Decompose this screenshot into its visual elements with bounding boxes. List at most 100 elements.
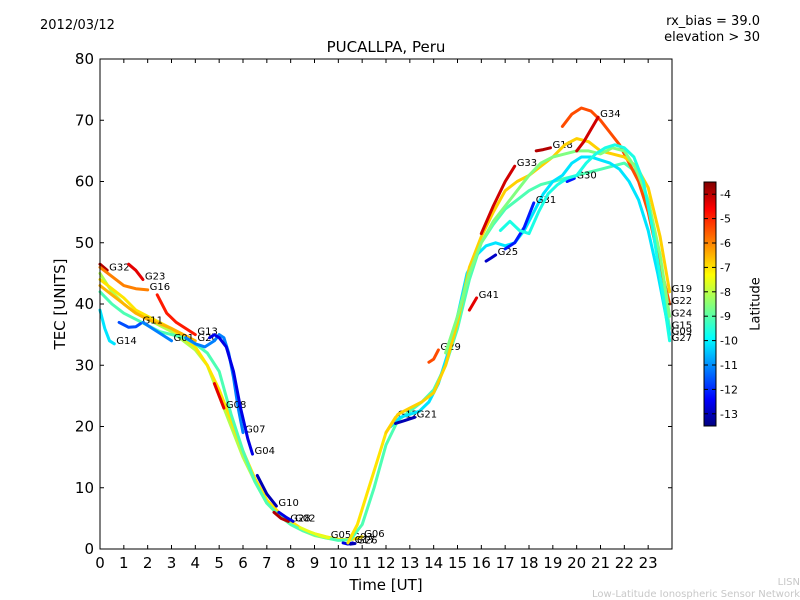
y-tick-label: 50 [75,234,94,252]
series-label-G05: G05 [331,530,351,541]
series-label-G01: G01 [174,333,194,344]
x-tick-label: 7 [262,554,272,572]
series-line-G16 [98,265,150,292]
colorbar-tick-label: -13 [720,408,738,421]
series-line-G34 [575,115,600,153]
series-label-G10: G10 [278,498,298,509]
series-label-G09: G09 [672,327,692,338]
series-line-G07 [184,333,245,435]
x-tick-label: 16 [472,554,491,572]
colorbar-tick-label: -6 [720,237,731,250]
colorbar-ticks: -4 -5 -6 -7 -8 -9 -10 -11 -12 -13 [704,188,738,421]
y-tick-label: 20 [75,418,94,436]
x-tick-label: 23 [639,554,658,572]
series-line-G29 [427,348,440,364]
series-line-G11 [117,320,142,329]
x-tick-label: 0 [95,554,105,572]
series-line-G14 [98,308,116,346]
series-label-G34: G34 [600,109,620,120]
colorbar-tick-label: -7 [720,261,731,274]
x-tick-label: 12 [376,554,395,572]
series-label-G08: G08 [226,400,246,411]
colorbar-tick-label: -4 [720,188,731,201]
x-tick-label: 19 [543,554,562,572]
series-line-G12 [346,415,397,545]
series-line-G15 [98,161,672,542]
series-line-G18 [534,146,552,153]
series-label-G41: G41 [479,290,499,301]
series-line-G02 [277,510,295,523]
x-tick-label: 3 [167,554,177,572]
x-tick-label: 5 [214,554,224,572]
y-axis-label: TEC [UNITS] [51,258,69,350]
x-tick-label: 4 [191,554,201,572]
x-axis-label: Time [UT] [349,576,423,594]
series-label-G33: G33 [517,158,537,169]
series-label-G06: G06 [364,529,384,540]
x-tick-label: 22 [615,554,634,572]
series-line-G23 [127,262,145,281]
plot-frame [99,58,673,550]
series-line-G28 [272,510,290,523]
series-line-G20 [98,284,197,343]
series-label-G07: G07 [245,425,265,436]
x-tick-label: 21 [591,554,610,572]
series-label-G32: G32 [109,262,129,273]
y-tick-label: 60 [75,173,94,191]
x-tick-label: 8 [286,554,296,572]
colorbar-tick-label: -8 [720,286,731,299]
series-label-G11: G11 [143,316,163,327]
series-label-G24: G24 [672,308,692,319]
series-line-G10 [255,474,278,508]
series-label-G19: G19 [672,284,692,295]
x-tick-label: 10 [329,554,348,572]
series-line-G25 [484,253,498,263]
series-line-G32 [98,262,109,272]
series-line-G26 [348,542,357,546]
series-label-G14: G14 [116,336,136,347]
series-line-G30 [565,176,576,183]
colorbar-label: Latitude [748,277,764,331]
series-line-G27 [498,143,672,343]
x-tick-label: 6 [238,554,248,572]
brand-long: Low-Latitude Ionospheric Sensor Network [592,589,800,600]
chart-title: PUCALLPA, Peru [326,38,446,56]
colorbar-tick-label: -12 [720,383,738,396]
series-line-G13 [155,293,197,337]
series-label-G04: G04 [255,446,275,457]
y-tick-label: 10 [75,479,94,497]
x-tick-label: 1 [119,554,129,572]
series-label-G13: G13 [197,327,217,338]
y-tick-label: 70 [75,111,94,129]
date-label: 2012/03/12 [40,18,115,33]
series-label-G17: G17 [355,535,375,546]
x-tick-label: 2 [143,554,153,572]
y-tick-label: 30 [75,356,94,374]
series-line-G09 [389,155,672,428]
series-line-G08 [212,382,226,410]
series-label-G26: G26 [357,535,377,546]
series-line-G04 [208,333,254,456]
colorbar-tick-label: -11 [720,359,738,372]
series-line-G21 [394,415,417,425]
x-tick-label: 15 [448,554,467,572]
series-label-G22: G22 [672,296,692,307]
elevation-label: elevation > 30 [664,30,760,45]
series-label-G02: G02 [295,513,315,524]
x-tick-label: 17 [496,554,515,572]
y-tick-label: 40 [75,295,94,313]
series-line-G05 [298,526,331,540]
series-label-G27: G27 [672,333,692,344]
series-line-G19 [384,137,672,435]
x-tick-label: 9 [310,554,320,572]
axes-layer: 0 1 2 3 4 5 6 7 8 9 10 11 12 13 14 15 16 17 18 19 20 21 22 2301… [75,50,672,572]
series-label-G28: G28 [290,513,310,524]
rx-bias-label: rx_bias = 39.0 [666,14,760,29]
series-line-G31 [503,201,536,251]
x-tick-label: 13 [400,554,419,572]
series-line-G33 [479,164,517,236]
colorbar-tick-label: -9 [720,310,731,323]
series-label-G15: G15 [672,321,692,332]
series-label-G23: G23 [145,272,165,283]
